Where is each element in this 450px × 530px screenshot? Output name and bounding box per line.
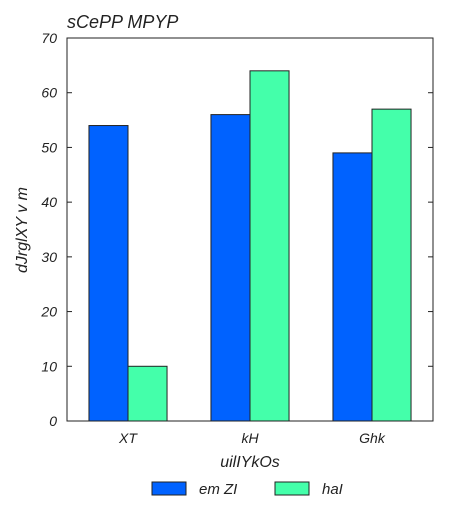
legend-swatch — [152, 482, 186, 495]
bar-em-zi-ghk — [333, 153, 372, 421]
y-tick-label: 70 — [41, 30, 57, 46]
x-tick-label: XT — [118, 430, 138, 446]
legend-label: em ZI — [199, 481, 237, 498]
legend: em ZI haI — [152, 481, 343, 498]
y-tick-label: 30 — [41, 249, 57, 265]
y-tick-label: 60 — [41, 85, 57, 101]
x-tick-label: Ghk — [359, 430, 386, 446]
bar-hai-kh — [250, 71, 289, 421]
y-tick-label: 10 — [41, 358, 57, 374]
bars-group — [89, 71, 411, 421]
chart-title: sCePP MPYP — [67, 12, 178, 32]
y-tick-label: 50 — [41, 139, 57, 155]
bar-em-zi-xt — [89, 126, 128, 421]
y-tick-label: 20 — [40, 304, 57, 320]
y-axis-label: dJrglXY v m — [14, 187, 31, 273]
bar-hai-xt — [128, 366, 167, 421]
x-tick-label: kH — [241, 430, 259, 446]
y-tick-label: 0 — [49, 413, 57, 429]
bar-hai-ghk — [372, 109, 411, 421]
x-axis-label: uilIYkOs — [220, 454, 280, 471]
bar-em-zi-kh — [211, 115, 250, 421]
y-tick-label: 40 — [41, 194, 57, 210]
legend-label: haI — [322, 481, 343, 498]
legend-swatch — [275, 482, 309, 495]
